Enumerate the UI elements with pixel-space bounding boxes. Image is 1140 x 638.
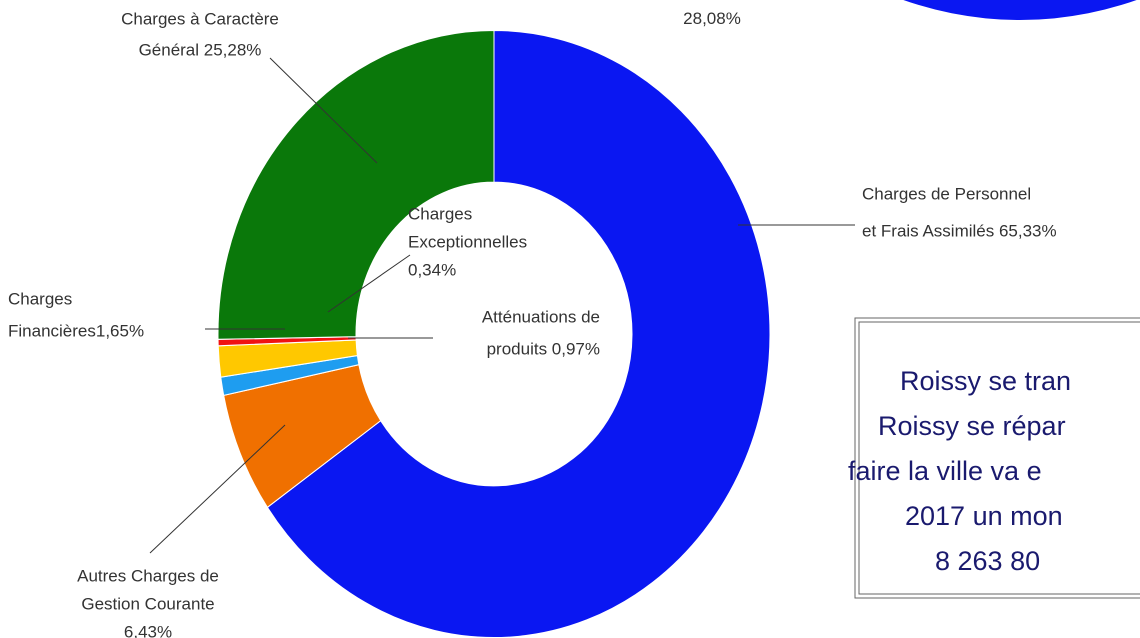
leader-line [149,424,286,554]
slice-label: Charges [408,204,472,223]
slice-label: Charges de Personnel [862,184,1031,203]
slice-label: Financières1,65% [8,321,144,340]
slice-label: Exceptionnelles [408,232,527,251]
text-box-line: 8 263 80 [935,546,1040,576]
text-box-outer [854,317,1140,599]
slice-label: Gestion Courante [81,594,214,613]
slice-label: Général 25,28% [139,40,262,59]
slice-label: Charges à Caractère [121,9,279,28]
slice-label: Atténuations de [482,307,600,326]
slice-label: Charges [8,289,72,308]
slice-label: 6,43% [124,622,172,638]
donut-slice [266,29,771,638]
other-chart-label: 28,08% [683,9,741,28]
slice-label: produits 0,97% [487,339,600,358]
text-box-line: Roissy se tran [900,366,1071,396]
slice-label: Autres Charges de [77,566,219,585]
slice-label: et Frais Assimilés 65,33% [862,221,1057,240]
text-box-line: faire la ville va e [848,456,1042,486]
slice-label: 0,34% [408,260,456,279]
donut [217,29,771,638]
other-chart-fragment [903,0,1137,20]
leader-line [327,254,411,313]
text-box: Roissy se tran Roissy se répar faire la vi… [848,366,1071,576]
donut-slice [217,29,495,340]
text-box-line: 2017 un mon [905,501,1063,531]
text-box-line: Roissy se répar [878,411,1066,441]
leader-line [269,57,378,164]
text-box-inner [858,321,1140,595]
